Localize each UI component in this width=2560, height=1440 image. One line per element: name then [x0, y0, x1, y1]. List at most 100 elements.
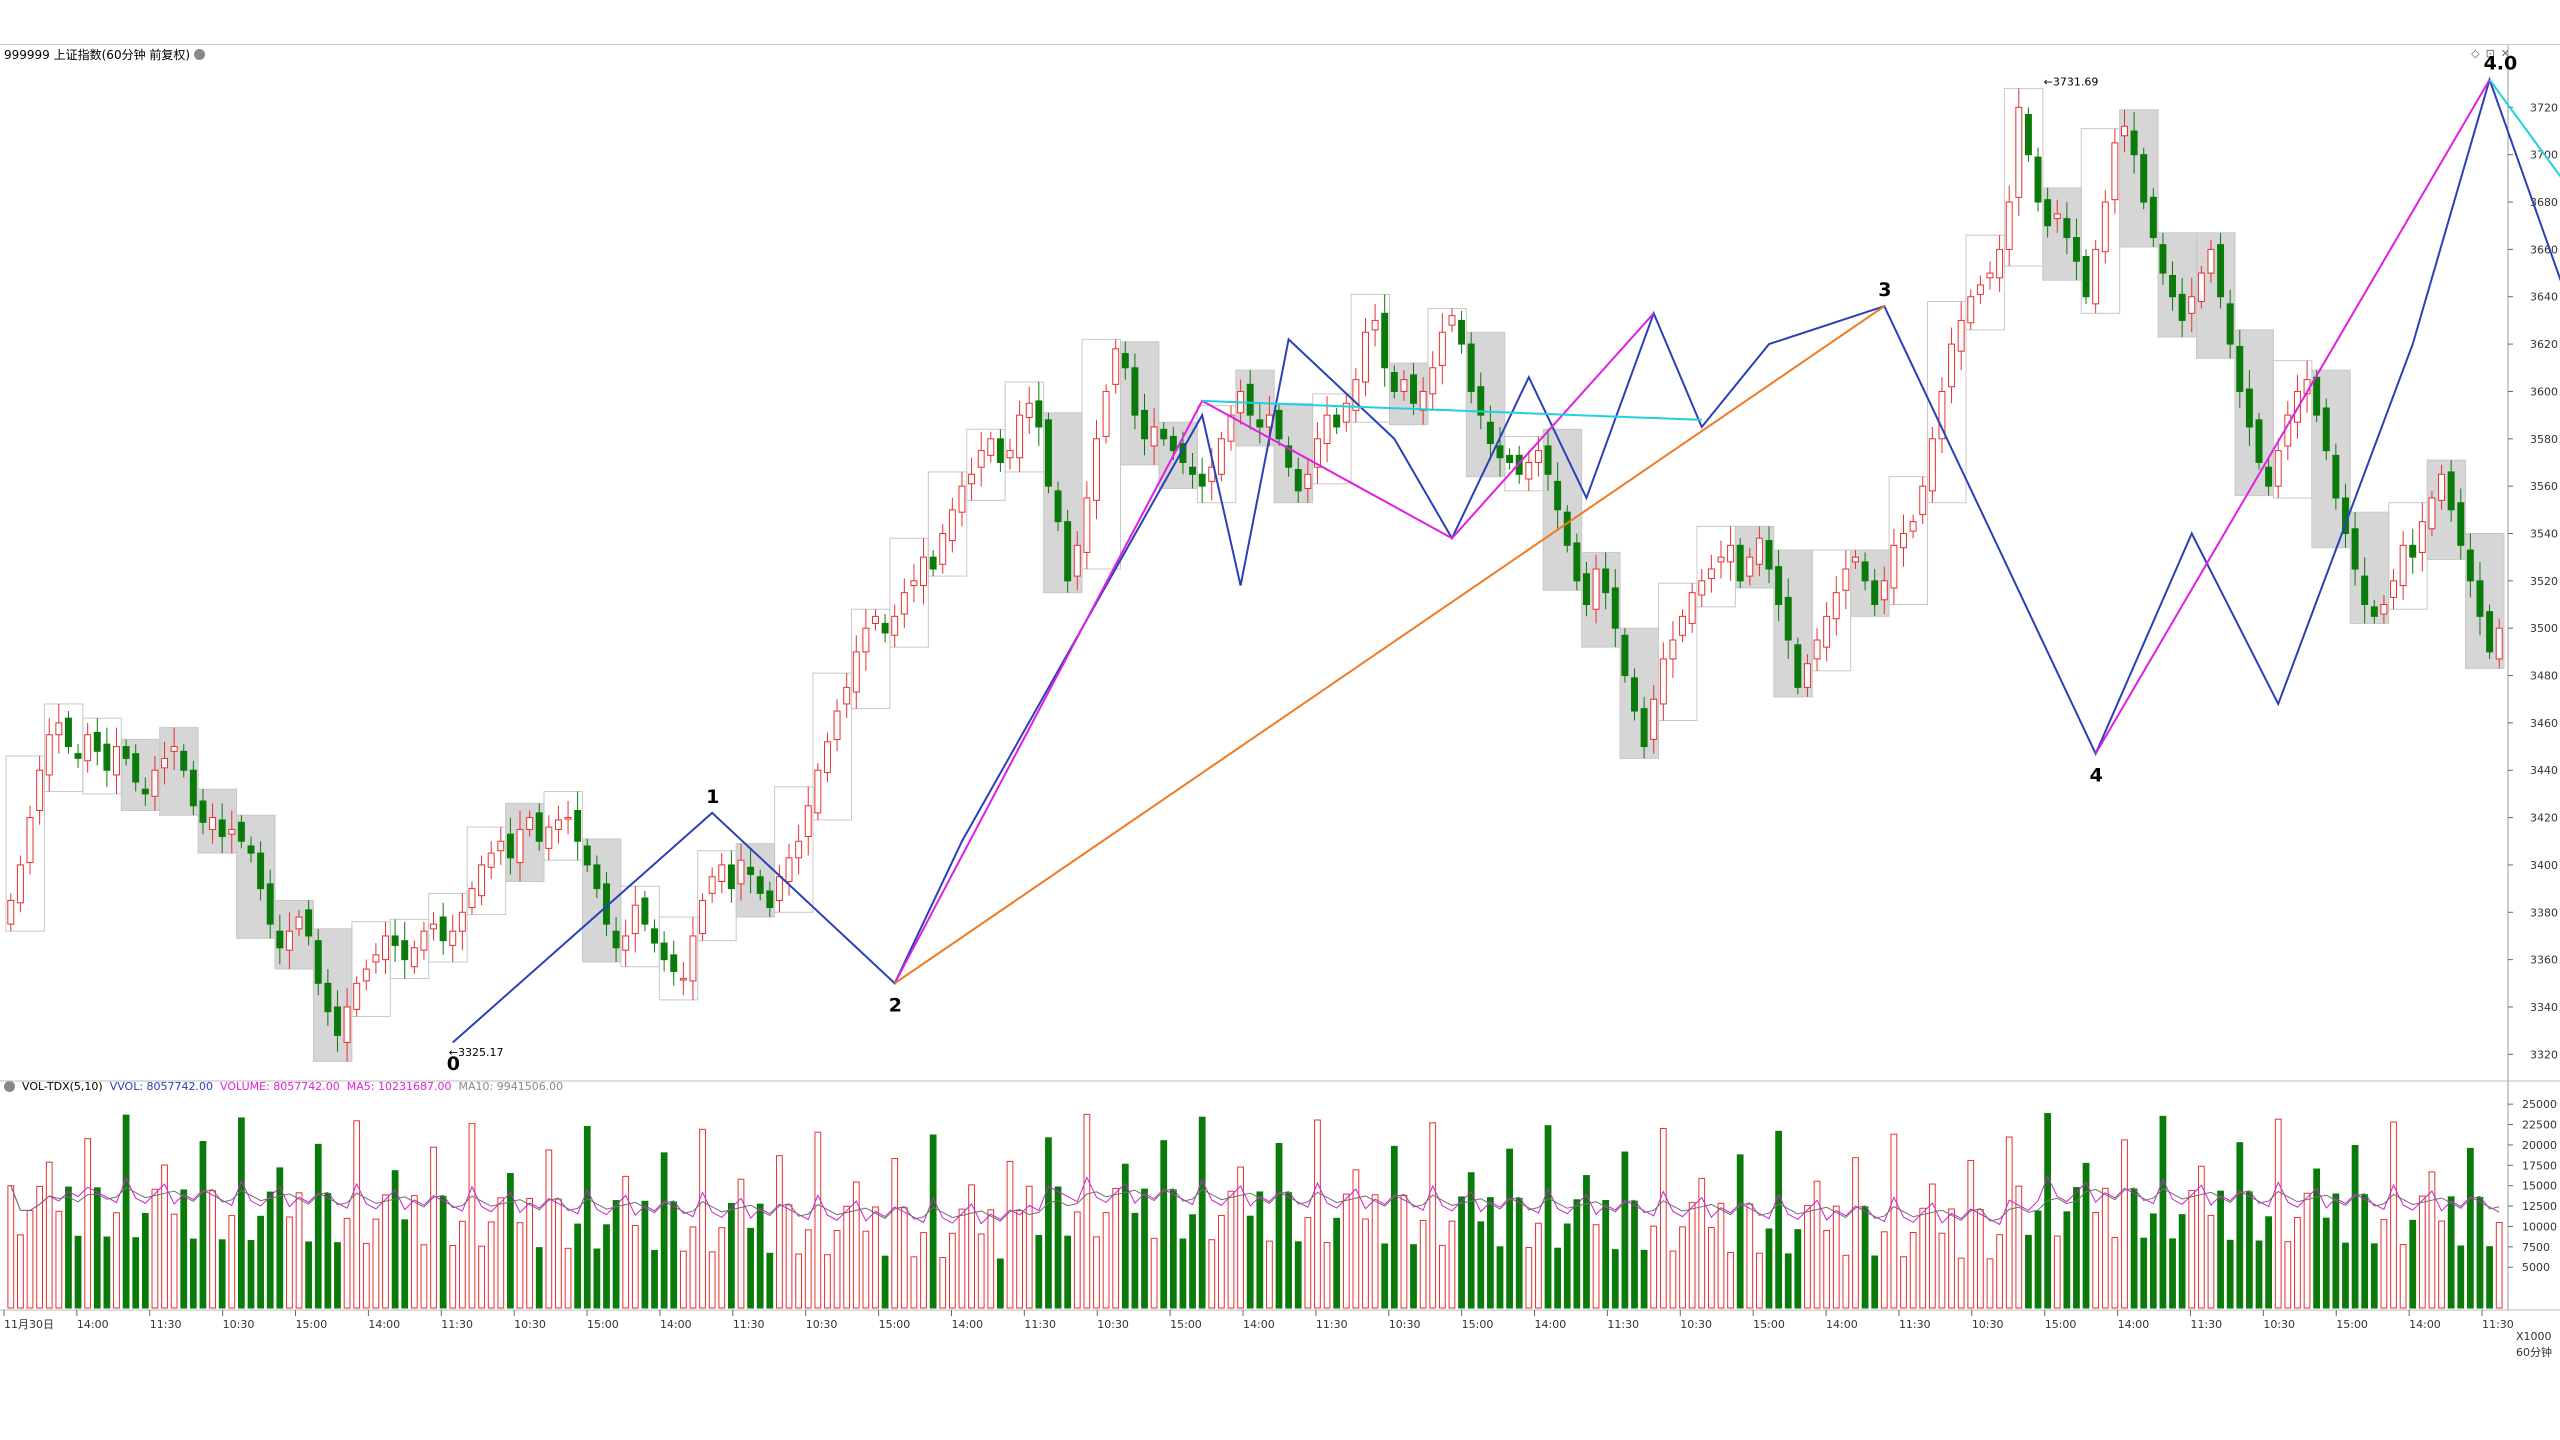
- volume-bar: [7, 1185, 15, 1309]
- volume-bar: [2399, 1244, 2407, 1309]
- volume-bar: [2457, 1245, 2465, 1309]
- candle-body: [833, 710, 841, 740]
- candle-body: [977, 450, 985, 468]
- candle-body: [170, 746, 178, 752]
- candle-body: [2390, 580, 2397, 598]
- candle-body: [2322, 407, 2330, 452]
- volume-bar: [2015, 1185, 2023, 1309]
- volume-bar: [1823, 1229, 1831, 1309]
- x-tick-label: 15:00: [2045, 1318, 2077, 1331]
- settings-circle-icon[interactable]: [4, 1081, 15, 1092]
- x-tick-label: 15:00: [2336, 1318, 2368, 1331]
- volume-bar: [1054, 1186, 1062, 1309]
- x-tick-label: 11:30: [1024, 1318, 1056, 1331]
- volume-tick-label: 20000: [2522, 1139, 2557, 1152]
- candle-body: [2207, 248, 2215, 274]
- volume-bar: [1381, 1243, 1389, 1309]
- volume-bar: [1967, 1160, 1975, 1309]
- consolidation-box: [1965, 234, 2005, 331]
- candle-body: [382, 935, 389, 961]
- candle-body: [353, 982, 361, 1010]
- ma5-value: MA5: 10231687.00: [346, 1080, 452, 1093]
- candle-body: [1189, 466, 1197, 475]
- volume-bar: [1189, 1214, 1196, 1309]
- candle-body: [862, 627, 870, 653]
- candle-body: [1890, 544, 1898, 589]
- candle-body: [1842, 568, 1850, 591]
- ma5-line: [10, 1175, 2500, 1226]
- candle-body: [1073, 544, 1081, 577]
- volume-bar: [1064, 1235, 1072, 1309]
- volume-bar: [622, 1175, 630, 1309]
- volume-bar: [2178, 1214, 2186, 1309]
- consolidation-box: [1312, 393, 1352, 485]
- volume-bar: [362, 1242, 370, 1309]
- candle-body: [1679, 615, 1687, 636]
- candle-body: [939, 532, 947, 565]
- volume-bar: [382, 1194, 389, 1309]
- candle-body: [2486, 611, 2494, 653]
- volume-bar: [2476, 1197, 2484, 1309]
- x-tick-label: 14:00: [77, 1318, 109, 1331]
- volume-bar: [1640, 1249, 1648, 1309]
- volume-bar: [574, 1223, 582, 1309]
- x-tick-label: 11:30: [2482, 1318, 2514, 1331]
- volume-bar: [1102, 1212, 1110, 1309]
- candle-body: [2332, 454, 2340, 499]
- candle-body: [209, 817, 217, 830]
- candle-body: [2370, 606, 2378, 617]
- candle-body: [113, 746, 120, 776]
- volume-tick-label: 7500: [2522, 1241, 2550, 1254]
- candle-body: [151, 769, 159, 797]
- candle-body: [1112, 348, 1120, 385]
- candle-body: [305, 909, 313, 937]
- volume-bar: [1765, 1228, 1773, 1309]
- volume-bar: [2197, 1165, 2205, 1309]
- candle-body: [458, 911, 466, 932]
- volume-bar: [631, 1225, 639, 1309]
- volume-bar: [487, 1221, 495, 1309]
- candle-body: [775, 876, 783, 901]
- volume-bar: [132, 1237, 140, 1309]
- volume-bar: [2053, 1235, 2061, 1309]
- candle-body: [612, 930, 620, 949]
- volume-bar: [718, 1227, 726, 1309]
- x-tick-label: 15:00: [1753, 1318, 1785, 1331]
- consolidation-box: [812, 672, 852, 821]
- x-tick-label: 14:00: [660, 1318, 692, 1331]
- volume-bar: [564, 1247, 572, 1309]
- consolidation-box: [658, 916, 699, 1001]
- candle-body: [1707, 568, 1715, 579]
- volume-bar: [1563, 1223, 1571, 1309]
- candle-body: [257, 852, 265, 890]
- candle-body: [372, 954, 380, 963]
- volume-bar: [2082, 1162, 2090, 1309]
- volume-bar: [1477, 1221, 1485, 1309]
- volume-bar: [1275, 1143, 1283, 1309]
- volume-bar: [804, 1229, 812, 1309]
- volume-bar: [1900, 1256, 1907, 1309]
- restore-icon[interactable]: ⊡: [2485, 47, 2495, 60]
- blue-wave-line: [452, 76, 2560, 1044]
- candle-body: [2178, 293, 2186, 321]
- candle-body: [1765, 540, 1773, 570]
- x-tick-label: 14:00: [1826, 1318, 1858, 1331]
- settings-circle-icon[interactable]: [194, 49, 206, 60]
- volume-bar: [458, 1220, 466, 1309]
- candle-body: [651, 928, 658, 944]
- volume-bar: [1515, 1197, 1523, 1309]
- candle-body: [535, 812, 543, 842]
- volume-bar: [65, 1186, 72, 1309]
- volume-bar: [910, 1256, 918, 1309]
- volume-bar: [1688, 1202, 1696, 1309]
- close-icon[interactable]: ✕: [2500, 47, 2510, 60]
- candle-body: [1410, 374, 1418, 404]
- diamond-icon[interactable]: ◇: [2471, 47, 2480, 60]
- candle-body: [362, 968, 370, 982]
- volume-bar: [2322, 1217, 2330, 1309]
- candle-body: [1727, 544, 1735, 563]
- price-tick-label: 3540: [2530, 527, 2558, 540]
- candle-body: [2063, 218, 2071, 239]
- volume-bar: [2390, 1121, 2397, 1309]
